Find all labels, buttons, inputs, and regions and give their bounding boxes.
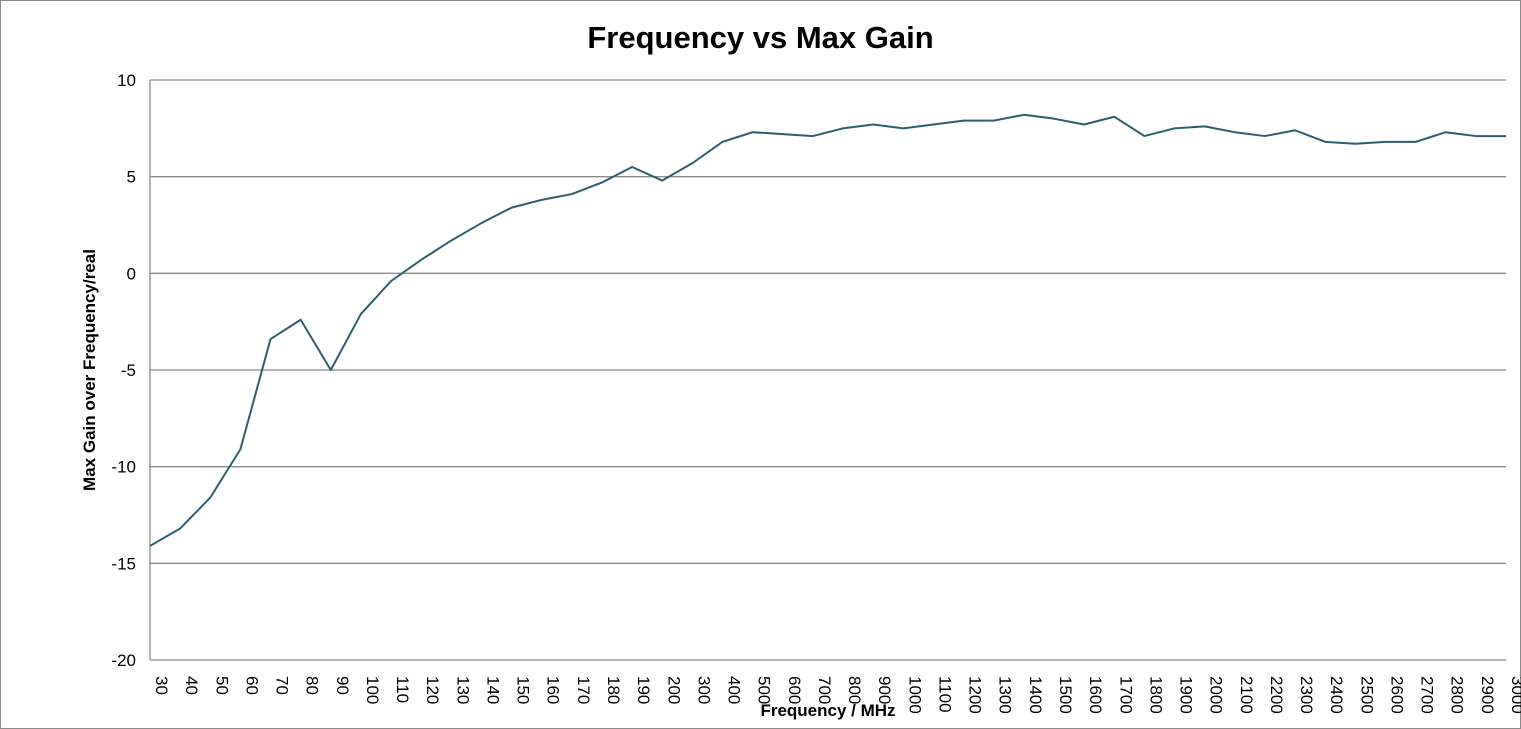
x-tick-label: 180 xyxy=(604,676,623,704)
x-tick-label: 1700 xyxy=(1116,676,1135,714)
x-tick-label: 100 xyxy=(363,676,382,704)
y-axis-title: Max Gain over Frequency/real xyxy=(80,249,99,491)
x-tick-label: 2600 xyxy=(1387,676,1406,714)
y-tick-label: -15 xyxy=(111,554,136,573)
x-tick-label: 200 xyxy=(664,676,683,704)
y-tick-label: -10 xyxy=(111,458,136,477)
x-axis-title: Frequency / MHz xyxy=(760,701,895,720)
x-tick-label: 400 xyxy=(725,676,744,704)
x-tick-label: 90 xyxy=(333,676,352,695)
x-tick-labels: 30 40 50 60 70 80 90 100 110 120 130 140 150 160 170 18… xyxy=(152,676,1521,714)
x-tick-label: 150 xyxy=(514,676,533,704)
x-tick-label: 1300 xyxy=(996,676,1015,714)
y-tick-label: 0 xyxy=(127,264,136,283)
x-tick-label: 1900 xyxy=(1177,676,1196,714)
x-tick-label: 2900 xyxy=(1478,676,1497,714)
x-tick-label: 2700 xyxy=(1418,676,1437,714)
y-tick-label: 5 xyxy=(127,168,136,187)
x-tick-label: 80 xyxy=(303,676,322,695)
x-tick-label: 1000 xyxy=(905,676,924,714)
x-tick-label: 2500 xyxy=(1357,676,1376,714)
x-tick-label: 500 xyxy=(755,676,774,704)
x-tick-label: 1400 xyxy=(1026,676,1045,714)
chart-title: Frequency vs Max Gain xyxy=(587,20,934,55)
y-tick-label: 10 xyxy=(117,71,136,90)
x-tick-label: 170 xyxy=(574,676,593,704)
x-tick-label: 700 xyxy=(815,676,834,704)
x-tick-label: 2300 xyxy=(1297,676,1316,714)
x-tick-label: 300 xyxy=(694,676,713,704)
x-tick-label: 900 xyxy=(875,676,894,704)
series-group xyxy=(149,113,1506,547)
x-tick-label: 70 xyxy=(273,676,292,695)
x-tick-label: 800 xyxy=(845,676,864,704)
x-tick-label: 1800 xyxy=(1146,676,1165,714)
x-tick-label: 1100 xyxy=(935,676,954,713)
x-tick-label: 130 xyxy=(453,676,472,704)
x-tick-label: 2400 xyxy=(1327,676,1346,714)
x-tick-label: 2200 xyxy=(1267,676,1286,714)
gridlines xyxy=(150,79,1506,661)
x-tick-label: 3000 xyxy=(1508,676,1521,714)
x-tick-label: 50 xyxy=(212,676,231,695)
x-tick-label: 40 xyxy=(182,676,201,695)
x-tick-label: 120 xyxy=(423,676,442,704)
x-tick-label: 160 xyxy=(544,676,563,704)
series-line xyxy=(149,113,1506,547)
x-tick-label: 2800 xyxy=(1448,676,1467,714)
x-tick-label: 190 xyxy=(634,676,653,704)
x-tick-label: 2100 xyxy=(1237,676,1256,714)
x-tick-label: 600 xyxy=(785,676,804,704)
x-tick-label: 1500 xyxy=(1056,676,1075,714)
y-tick-label: -5 xyxy=(121,361,136,380)
x-tick-label: 30 xyxy=(152,676,171,695)
x-tick-label: 140 xyxy=(483,676,502,704)
x-tick-label: 60 xyxy=(242,676,261,695)
y-tick-labels: 10 5 0 -5 -10 -15 -20 xyxy=(111,71,136,670)
x-tick-label: 2000 xyxy=(1207,676,1226,714)
x-tick-label: 1200 xyxy=(966,676,985,714)
x-tick-label: 110 xyxy=(393,676,412,703)
y-tick-label: -20 xyxy=(111,651,136,670)
x-tick-label: 1600 xyxy=(1086,676,1105,714)
